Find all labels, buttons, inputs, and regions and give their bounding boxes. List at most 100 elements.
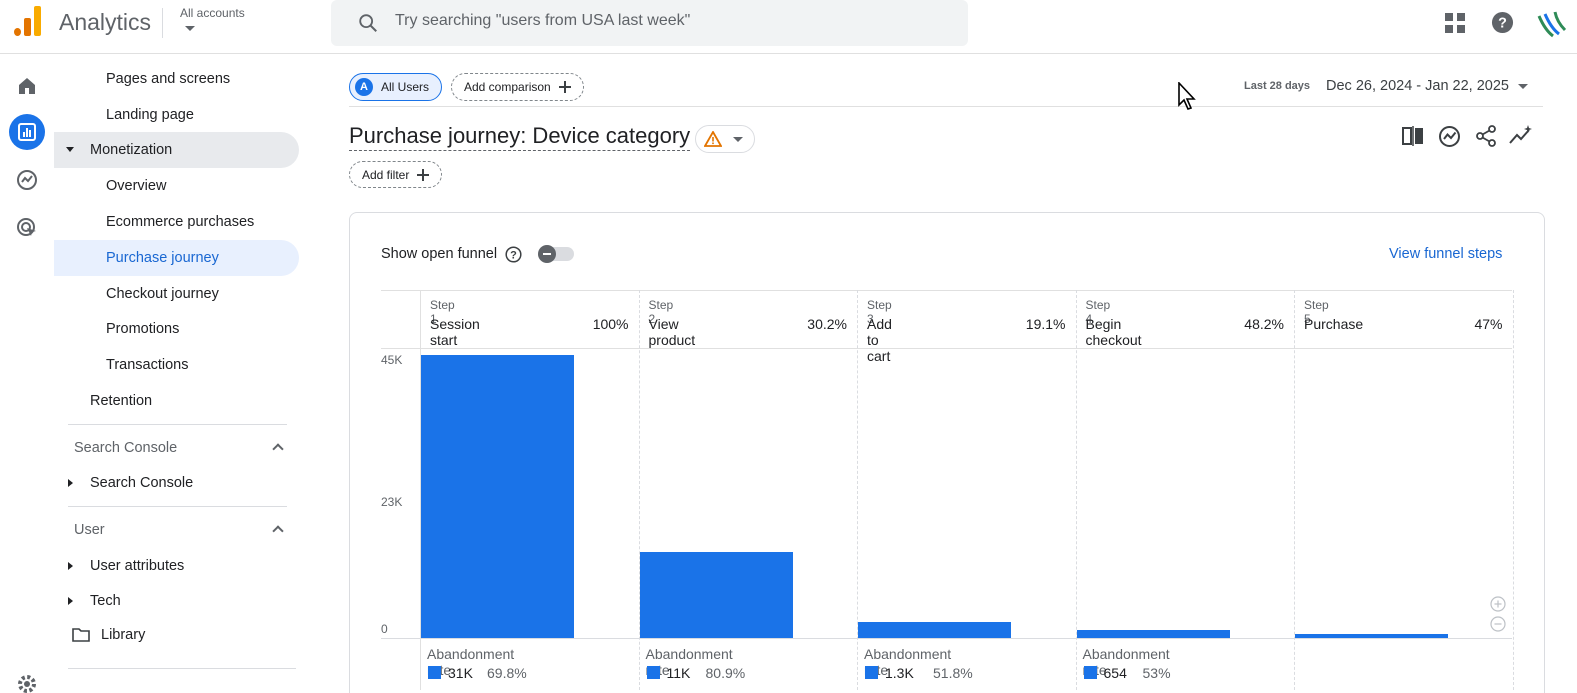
settings-gear-icon[interactable] — [9, 666, 45, 693]
account-avatar-icon[interactable] — [1535, 6, 1571, 40]
funnel-bar[interactable] — [1076, 630, 1230, 638]
page-title[interactable]: Purchase journey: Device category — [349, 123, 691, 151]
sidebar-item-label: Promotions — [106, 321, 180, 337]
sidebar-item-promotions[interactable]: Promotions — [106, 311, 179, 347]
step-column-divider — [1075, 290, 1077, 690]
series-swatch — [865, 666, 878, 679]
all-users-chip[interactable]: A All Users — [349, 73, 442, 101]
top-bar: Analytics All accounts Try searching "us… — [0, 0, 1577, 54]
sidebar-item-label: Purchase journey — [106, 250, 219, 266]
help-outline-icon[interactable]: ? — [505, 246, 522, 263]
sidebar-nav: Pages and screens Landing page Monetizat… — [54, 54, 300, 693]
account-selector-label: All accounts — [180, 6, 245, 20]
sidebar-item-label: Overview — [106, 178, 167, 194]
home-icon[interactable] — [9, 68, 45, 104]
explore-icon[interactable] — [9, 162, 45, 198]
series-swatch — [1083, 666, 1097, 679]
sidebar-item-landing-page[interactable]: Landing page — [106, 97, 194, 133]
sidebar-item-monetization[interactable]: Monetization — [54, 132, 299, 168]
abandonment-count: 11K — [666, 665, 691, 681]
funnel-baseline — [381, 638, 1512, 639]
expand-caret-icon — [66, 147, 74, 152]
svg-text:?: ? — [510, 250, 517, 262]
chevron-up-icon[interactable] — [272, 443, 284, 455]
add-comparison-button[interactable]: Add comparison — [451, 73, 584, 101]
expand-caret-icon — [68, 562, 73, 570]
step-name[interactable]: Purchase — [1304, 316, 1364, 332]
abandonment-count: 31K — [448, 665, 473, 681]
compare-icon[interactable] — [1402, 126, 1424, 146]
section-header-search-console[interactable]: Search Console — [74, 440, 178, 456]
sidebar-item-transactions[interactable]: Transactions — [106, 347, 188, 383]
step-number: Step 2 — [648, 298, 674, 326]
step-completion-rate: 30.2% — [807, 316, 847, 332]
sidebar-item-label: Checkout journey — [106, 286, 219, 302]
sidebar-item-overview[interactable]: Overview — [106, 168, 166, 204]
y-axis-tick-label: 45K — [381, 353, 403, 367]
folder-icon — [72, 628, 90, 642]
sidebar-item-tech[interactable]: Tech — [68, 583, 121, 619]
advertising-icon[interactable] — [9, 210, 45, 246]
add-comparison-label: Add comparison — [464, 80, 551, 94]
sidebar-item-purchase-journey[interactable]: Purchase journey — [54, 240, 299, 276]
search-input[interactable]: Try searching "users from USA last week" — [395, 12, 691, 29]
analytics-logo-icon[interactable] — [14, 6, 42, 36]
sidebar-item-library[interactable]: Library — [72, 617, 145, 653]
step-column-divider — [1294, 290, 1295, 690]
funnel-bar[interactable] — [1295, 634, 1448, 638]
step-name[interactable]: Add to cart — [867, 316, 892, 364]
all-users-label: All Users — [381, 80, 430, 94]
funnel-header-top-line — [381, 290, 1512, 291]
open-funnel-toggle[interactable] — [538, 245, 574, 263]
zoom-out-icon[interactable] — [1490, 616, 1506, 632]
step-name[interactable]: Begin checkout — [1085, 316, 1142, 348]
funnel-header-bottom-line — [381, 348, 1512, 349]
date-range-picker[interactable]: Dec 26, 2024 - Jan 22, 2025 — [1326, 78, 1509, 94]
zoom-in-icon[interactable] — [1490, 596, 1506, 612]
sidebar-item-checkout-journey[interactable]: Checkout journey — [106, 276, 219, 312]
sidebar-item-pages-and-screens[interactable]: Pages and screens — [106, 61, 230, 97]
help-icon[interactable]: ? — [1491, 11, 1514, 34]
plus-icon — [558, 81, 571, 93]
chevron-down-icon[interactable] — [1518, 84, 1528, 89]
funnel-bar[interactable] — [639, 552, 793, 638]
sidebar-item-search-console[interactable]: Search Console — [68, 465, 193, 501]
step-completion-rate: 100% — [592, 316, 629, 332]
add-filter-button[interactable]: Add filter — [349, 161, 443, 188]
left-rail — [0, 54, 54, 693]
show-open-funnel-label: Show open funnel — [381, 246, 498, 262]
date-range-label: Last 28 days — [1244, 80, 1311, 92]
sidebar-item-ecommerce-purchases[interactable]: Ecommerce purchases — [106, 204, 254, 240]
view-funnel-steps-link[interactable]: View funnel steps — [1389, 246, 1503, 262]
apps-grid-icon[interactable] — [1444, 12, 1466, 34]
expand-caret-icon — [68, 479, 73, 487]
abandonment-count: 654 — [1103, 665, 1127, 681]
sidebar-item-retention[interactable]: Retention — [90, 383, 152, 419]
step-name[interactable]: Session start — [430, 316, 480, 348]
segment-avatar: A — [355, 78, 373, 96]
step-completion-rate: 48.2% — [1244, 316, 1284, 332]
data-quality-warning-button[interactable] — [695, 125, 755, 153]
funnel-bar[interactable] — [858, 621, 1011, 638]
account-selector[interactable]: All accounts — [180, 6, 245, 31]
y-axis-tick-label: 23K — [381, 494, 403, 509]
section-header-user[interactable]: User — [74, 522, 105, 538]
insights-icon[interactable] — [1438, 125, 1461, 148]
divider — [68, 668, 296, 669]
sidebar-item-label: Tech — [90, 593, 121, 609]
app-title[interactable]: Analytics — [59, 9, 152, 35]
abandonment-percent: 80.9% — [705, 665, 746, 681]
divider — [68, 506, 287, 507]
chevron-up-icon[interactable] — [272, 525, 284, 537]
sidebar-item-user-attributes[interactable]: User attributes — [68, 548, 184, 584]
funnel-bar[interactable] — [421, 355, 574, 638]
reports-icon[interactable] — [9, 114, 45, 150]
search-bar[interactable]: Try searching "users from USA last week" — [331, 0, 968, 46]
share-icon[interactable] — [1475, 125, 1497, 147]
abandonment-percent: 53% — [1142, 665, 1171, 681]
sidebar-item-label: Transactions — [106, 357, 189, 373]
trend-sparkle-icon[interactable] — [1509, 125, 1533, 147]
divider — [349, 106, 1543, 107]
step-name[interactable]: View product — [648, 316, 696, 348]
sidebar-item-label: Landing page — [106, 107, 194, 123]
